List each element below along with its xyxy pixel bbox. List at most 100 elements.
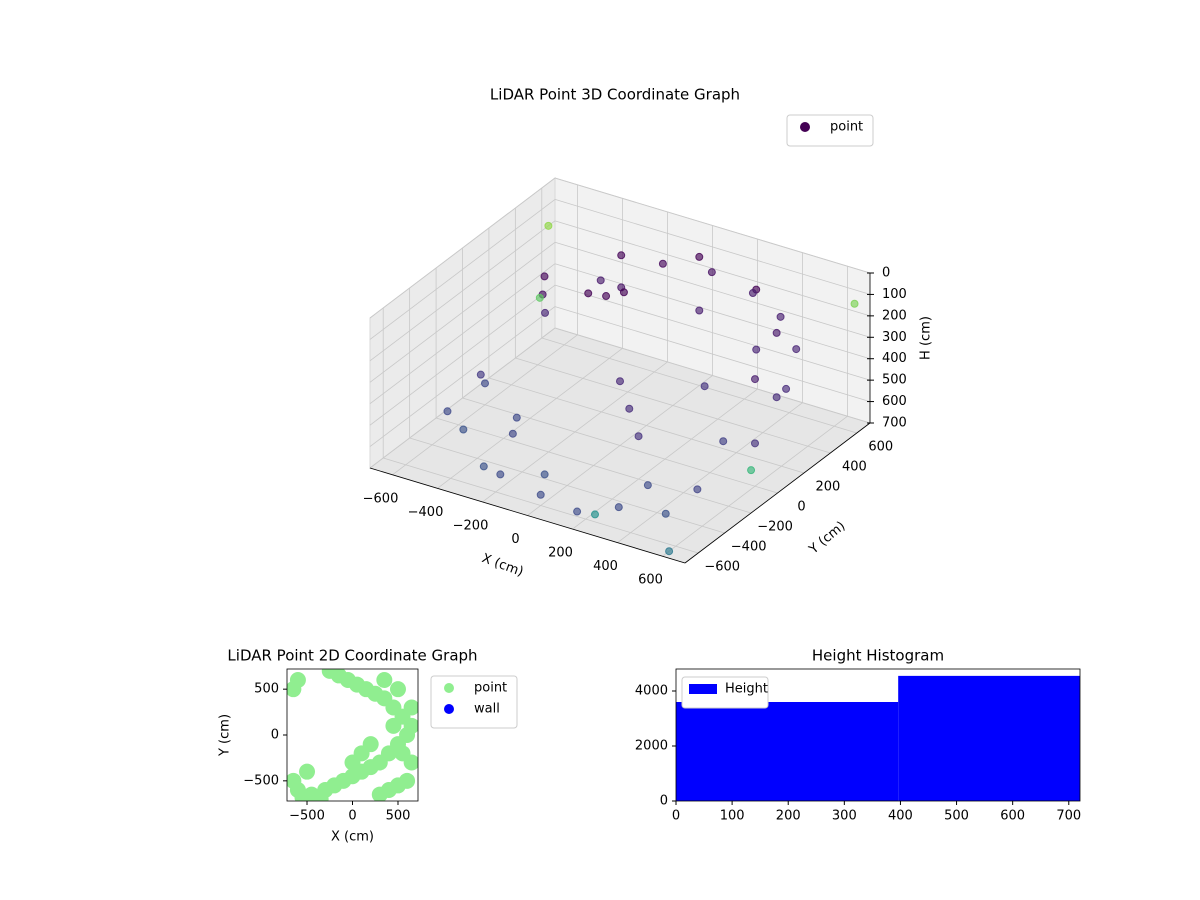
point [634, 432, 643, 441]
point [496, 470, 505, 479]
grid-line [554, 241, 871, 338]
point [625, 404, 634, 413]
z-tick-label: 300 [882, 330, 907, 345]
grid-line [541, 337, 857, 434]
point [443, 407, 452, 416]
grid-line [554, 263, 871, 360]
point [479, 462, 488, 471]
x-tick-label: 700 [1056, 809, 1081, 824]
bar [898, 675, 1080, 801]
x-tick-label: 400 [888, 809, 913, 824]
y-tick-label: 2000 [635, 739, 668, 754]
legend-marker [444, 683, 454, 693]
grid-line [369, 327, 556, 469]
grid-line [369, 263, 556, 405]
grid-line [462, 397, 778, 494]
z-tick-label: 200 [882, 308, 907, 323]
y-tick-label: 400 [842, 460, 867, 475]
point [389, 681, 406, 698]
x-axis-label: X (cm) [331, 830, 374, 845]
z-tick-label: 100 [882, 287, 907, 302]
x-tick-label: −500 [289, 809, 325, 824]
point [476, 370, 485, 379]
point [541, 308, 550, 317]
legend-label: point [474, 681, 507, 696]
legend-label: Height [725, 682, 768, 697]
x-tick-label: −400 [408, 505, 444, 520]
point [591, 510, 599, 519]
point [772, 393, 781, 402]
point [719, 437, 728, 446]
grid-line [554, 306, 871, 402]
x-tick-label: −600 [363, 491, 399, 506]
x-tick-label: 100 [720, 809, 745, 824]
grid-line [369, 199, 556, 340]
y-axis-label: Y (cm) [218, 714, 233, 757]
point [540, 470, 549, 479]
axis-line [684, 422, 871, 564]
x-tick-label: −200 [453, 518, 489, 533]
x-tick-label: 500 [386, 809, 411, 824]
point [661, 509, 670, 518]
grid-line [515, 357, 831, 454]
grid-line [435, 417, 752, 514]
x-tick-label: 0 [348, 809, 356, 824]
point [772, 328, 781, 337]
y-tick-label: −400 [731, 540, 767, 555]
point [344, 754, 361, 771]
point [481, 379, 489, 388]
point [747, 466, 756, 475]
z-tick-label: 500 [882, 373, 907, 388]
legend-marker [689, 684, 717, 694]
y-tick-label: 600 [868, 440, 893, 455]
x-tick-label: 600 [1000, 809, 1025, 824]
grid-line [554, 327, 871, 424]
point [544, 221, 553, 230]
point [535, 293, 544, 302]
z-tick-label: 400 [882, 351, 907, 366]
y-tick-label: 0 [660, 794, 668, 809]
grid-line [369, 220, 556, 362]
point [751, 439, 759, 448]
x-tick-label: 200 [548, 546, 573, 561]
y-tick-label: 4000 [635, 684, 668, 699]
grid-line [554, 284, 871, 381]
point [394, 745, 411, 762]
point [299, 763, 316, 780]
y-tick-label: 200 [816, 480, 841, 495]
y-tick-label: −500 [243, 773, 279, 788]
point [752, 345, 761, 354]
x-tick-label: 0 [672, 809, 680, 824]
y-tick-label: 0 [271, 728, 279, 743]
z-tick-label: 700 [882, 416, 907, 431]
axis-line [369, 467, 686, 564]
grid-line [554, 177, 871, 274]
grid-line [369, 284, 556, 426]
point [643, 481, 652, 490]
legend-marker [444, 704, 454, 714]
grid-line [369, 306, 556, 447]
y-tick-label: 0 [797, 500, 805, 515]
point [512, 413, 521, 422]
point [776, 312, 785, 321]
y-tick-label: 500 [254, 682, 279, 697]
point [303, 791, 320, 801]
chart-title: Height Histogram [812, 647, 944, 665]
y-tick-label: −600 [704, 560, 740, 575]
x-tick-label: 400 [593, 559, 618, 574]
point [782, 384, 791, 393]
point [596, 276, 605, 285]
grid-line [554, 199, 871, 295]
point [385, 717, 402, 734]
point [376, 672, 393, 688]
x-tick-label: 0 [511, 532, 519, 547]
point [403, 699, 418, 716]
point [584, 289, 593, 298]
x-tick-label: 300 [832, 809, 857, 824]
point [573, 507, 582, 516]
point [616, 377, 624, 386]
point [321, 669, 338, 679]
point [658, 259, 667, 268]
grid-line [383, 457, 699, 554]
z-tick-label: 600 [882, 394, 907, 409]
